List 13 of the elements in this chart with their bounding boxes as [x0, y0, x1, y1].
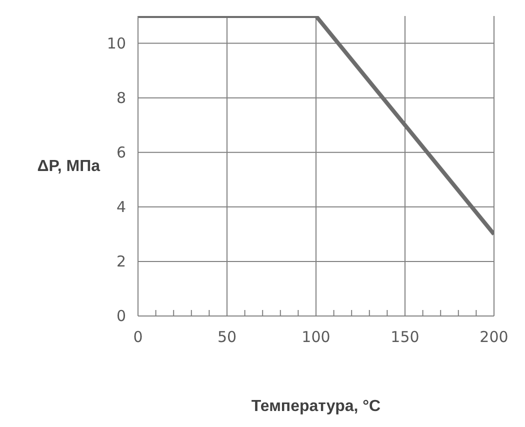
y-tick-label: 10 — [106, 34, 126, 52]
x-tick-label: 0 — [133, 328, 143, 346]
y-axis-title: ΔP, МПа — [37, 158, 100, 175]
x-tick-label: 100 — [302, 328, 330, 346]
y-tick-label: 4 — [116, 198, 126, 216]
x-tick-label: 200 — [480, 328, 508, 346]
x-tick-label: 150 — [390, 328, 420, 346]
y-tick-label: 0 — [116, 307, 126, 325]
y-tick-label: 2 — [116, 252, 126, 270]
x-axis-title: Температура, °C — [251, 398, 382, 415]
y-tick-label: 8 — [116, 88, 126, 107]
y-tick-label: 6 — [116, 143, 126, 162]
x-tick-label: 50 — [217, 328, 237, 346]
